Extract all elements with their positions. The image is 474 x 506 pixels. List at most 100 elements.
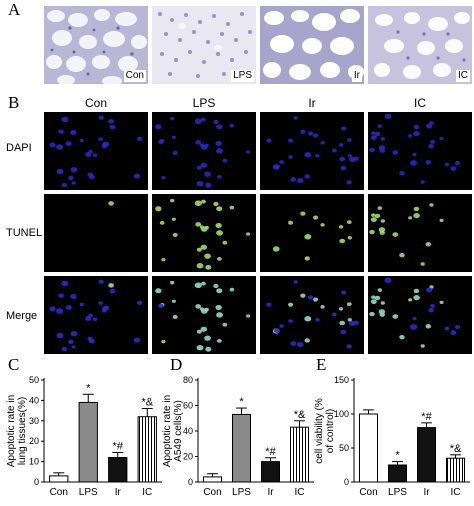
bar-lps [232, 413, 251, 483]
nucleus [200, 326, 208, 332]
nucleus [195, 222, 202, 227]
nucleus [409, 324, 418, 330]
nucleus [58, 129, 64, 134]
nucleus [429, 203, 434, 207]
nucleus [56, 308, 64, 314]
nucleus [205, 264, 212, 270]
nucleus [196, 344, 204, 351]
nucleus [229, 123, 235, 128]
nucleus [338, 143, 344, 147]
nucleus [338, 307, 344, 311]
fluorescence-image-ic-tunel [368, 194, 472, 272]
x-tick-label: Con [359, 487, 377, 498]
panel-letter-d: D [170, 355, 183, 374]
nucleus [102, 145, 107, 149]
bar-ir [417, 427, 436, 483]
nucleus [171, 299, 176, 303]
nucleus [155, 124, 162, 130]
nucleus [246, 150, 251, 154]
nucleus [109, 124, 116, 130]
cell-nuclei [155, 280, 251, 352]
nucleus [353, 156, 359, 161]
nucleus [161, 257, 166, 262]
nucleus [340, 165, 347, 171]
nucleus [196, 165, 202, 170]
nucleus [155, 206, 162, 212]
nucleus [215, 304, 222, 310]
y-tick-label: 50 [339, 443, 349, 453]
row-label-merge: Merge [6, 310, 38, 322]
fluorescence-image-con-dapi [44, 112, 148, 190]
nucleus [273, 328, 280, 334]
y-axis-label: Apoptotic rate inlung tissues(%) [6, 395, 28, 467]
fluorescence-image-ir-dapi [260, 112, 364, 190]
histology-image-lps: LPS [152, 6, 256, 84]
nucleus [195, 140, 202, 145]
nucleus [392, 150, 399, 155]
nucleus [315, 317, 320, 322]
nucleus [222, 240, 228, 245]
nucleus [266, 302, 272, 307]
nucleus [353, 320, 359, 325]
nucleus [136, 300, 143, 305]
nucleus [172, 314, 178, 319]
nucleus [408, 134, 413, 138]
y-tick-label: 0 [34, 477, 39, 487]
histology-label-lps: LPS [231, 70, 254, 82]
nucleus [331, 312, 337, 317]
bar-ic [290, 426, 309, 483]
nucleus [315, 153, 320, 158]
nucleus [246, 314, 251, 318]
nucleus [439, 218, 444, 223]
nucleus [290, 177, 297, 182]
nucleus [71, 181, 76, 185]
column-header-con: Con [84, 96, 107, 110]
nucleus [217, 338, 222, 343]
nucleus [98, 137, 103, 141]
cell-nuclei [369, 277, 461, 348]
x-tick-label: IC [451, 487, 461, 498]
histology-label-ic: IC [456, 70, 470, 82]
panel-letter-e: E [316, 355, 327, 374]
nucleus [170, 198, 175, 203]
nucleus [384, 113, 392, 119]
fluorescence-image-ir-merge [260, 276, 364, 354]
nucleus [312, 215, 319, 220]
x-tick-label: Ir [423, 487, 430, 498]
nucleus [71, 345, 76, 349]
fluorescence-image-con-tunel [44, 194, 148, 272]
nucleus [158, 303, 164, 309]
bar-chart-c: Apoptotic rate inlung tissues(%) 0 10 20 30 4… [6, 375, 162, 498]
nucleus [341, 126, 347, 131]
y-axis-label-line: cell viability (% [314, 398, 325, 464]
panel-letter-b: B [8, 93, 20, 112]
cell-nuclei [369, 113, 461, 184]
nucleus [213, 119, 219, 125]
nucleus [205, 346, 212, 352]
nucleus [217, 256, 222, 261]
nucleus [307, 295, 314, 300]
y-tick-label: 80 [183, 375, 193, 385]
bar-lps [78, 401, 98, 483]
nucleus [136, 136, 143, 141]
nucleus [196, 247, 202, 252]
nucleus [109, 288, 116, 294]
fluorescence-image-ic-dapi [368, 112, 472, 190]
nucleus [369, 229, 375, 235]
nucleus [378, 145, 386, 151]
nucleus [133, 337, 141, 343]
nucleus [425, 160, 432, 165]
cell-nuclei [108, 201, 114, 206]
nucleus [196, 262, 204, 269]
fluorescence-image-lps-dapi [152, 112, 256, 190]
y-tick-label: 40 [183, 426, 193, 436]
nucleus [56, 332, 64, 339]
nucleus [412, 152, 417, 157]
significance-mark: * [86, 382, 91, 394]
nucleus [200, 199, 206, 204]
nucleus [70, 130, 77, 136]
nucleus [65, 141, 72, 147]
nucleus [369, 147, 375, 153]
nucleus [85, 152, 92, 157]
nucleus [450, 166, 457, 171]
